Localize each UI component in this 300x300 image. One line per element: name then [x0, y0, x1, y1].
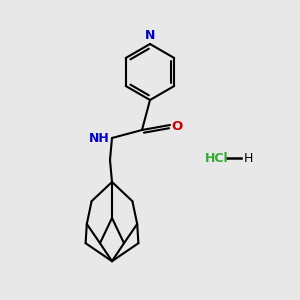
- Text: N: N: [145, 29, 155, 42]
- Text: HCl: HCl: [205, 152, 229, 164]
- Text: NH: NH: [89, 133, 110, 146]
- Text: O: O: [171, 119, 183, 133]
- Text: H: H: [244, 152, 254, 164]
